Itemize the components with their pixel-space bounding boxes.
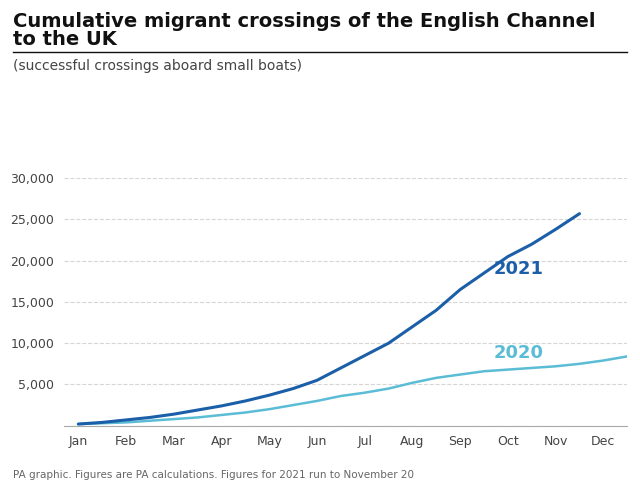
Text: Cumulative migrant crossings of the English Channel: Cumulative migrant crossings of the Engl… [13, 12, 595, 31]
Text: 2021: 2021 [493, 260, 543, 278]
Text: PA graphic. Figures are PA calculations. Figures for 2021 run to November 20: PA graphic. Figures are PA calculations.… [13, 470, 414, 480]
Text: 2020: 2020 [493, 344, 543, 362]
Text: (successful crossings aboard small boats): (successful crossings aboard small boats… [13, 59, 302, 73]
Text: to the UK: to the UK [13, 30, 116, 49]
